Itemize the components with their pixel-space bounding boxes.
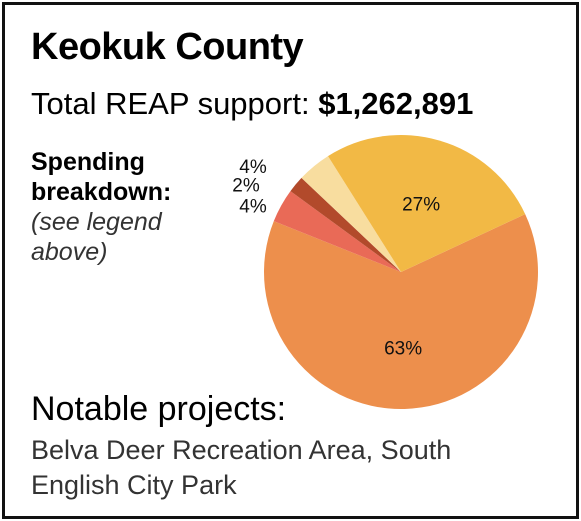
pie-slice-0 — [263, 214, 538, 410]
breakdown-heading-line1: Spending — [31, 148, 145, 176]
notable-projects-heading: Notable projects: — [31, 390, 287, 428]
pie-label-3: 4% — [239, 157, 267, 178]
total-support-amount: $1,262,891 — [318, 86, 474, 121]
total-support-label: Total REAP support: — [31, 86, 310, 121]
county-title: Keokuk County — [31, 26, 304, 68]
pie-slice-1 — [273, 191, 401, 272]
total-support: Total REAP support: $1,262,891 — [31, 86, 473, 122]
notable-projects-list: Belva Deer Recreation Area, South Englis… — [31, 435, 452, 500]
pie-label-0: 63% — [384, 338, 422, 359]
pie-label-4: 27% — [402, 195, 440, 216]
breakdown-note-line1: (see legend — [31, 208, 162, 236]
breakdown-note-line2: above) — [31, 238, 108, 266]
spending-breakdown: Spending breakdown: (see legend above) — [31, 147, 221, 267]
pie-label-1: 4% — [239, 197, 267, 218]
pie-slice-3 — [301, 156, 401, 272]
pie-label-2: 2% — [232, 175, 260, 196]
pie-slice-2 — [290, 177, 401, 272]
breakdown-heading-line2: breakdown: — [31, 178, 172, 206]
pie-slice-4 — [328, 135, 526, 272]
